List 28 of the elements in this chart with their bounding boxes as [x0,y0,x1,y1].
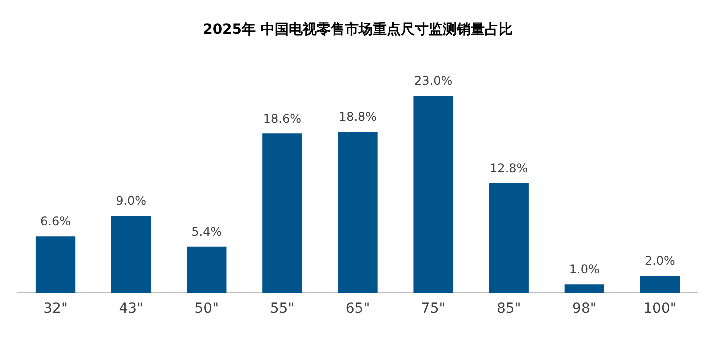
data-label: 1.0% [569,262,600,277]
x-tick-label: 65" [346,301,370,318]
data-label: 23.0% [414,74,453,88]
bar [414,96,454,294]
x-tick-label: 43" [119,301,144,318]
x-tick-label: 98" [572,301,597,318]
bar [187,246,227,294]
bar [640,276,680,294]
x-tick-label: 55" [270,301,295,318]
bar [36,236,76,294]
x-tick-label: 32" [44,301,68,318]
bar [262,134,302,294]
data-label: 9.0% [116,194,147,208]
data-label: 18.8% [338,110,378,124]
data-label: 6.6% [40,214,72,229]
data-label: 12.8% [490,162,528,176]
bar [112,216,152,294]
bar [338,132,378,294]
bar [489,183,529,294]
data-label: 5.4% [192,225,222,240]
x-tick-label: 100" [644,301,677,318]
bar [564,284,604,294]
x-tick-label: 75" [421,301,446,318]
x-tick-label: 85" [496,301,522,318]
x-tick-label: 50" [194,301,220,318]
data-label: 2.0% [644,254,676,268]
data-label: 18.6% [263,112,302,126]
chart-title: 2025年 中国电视零售市场重点尺寸监测销量占比 [203,21,513,38]
